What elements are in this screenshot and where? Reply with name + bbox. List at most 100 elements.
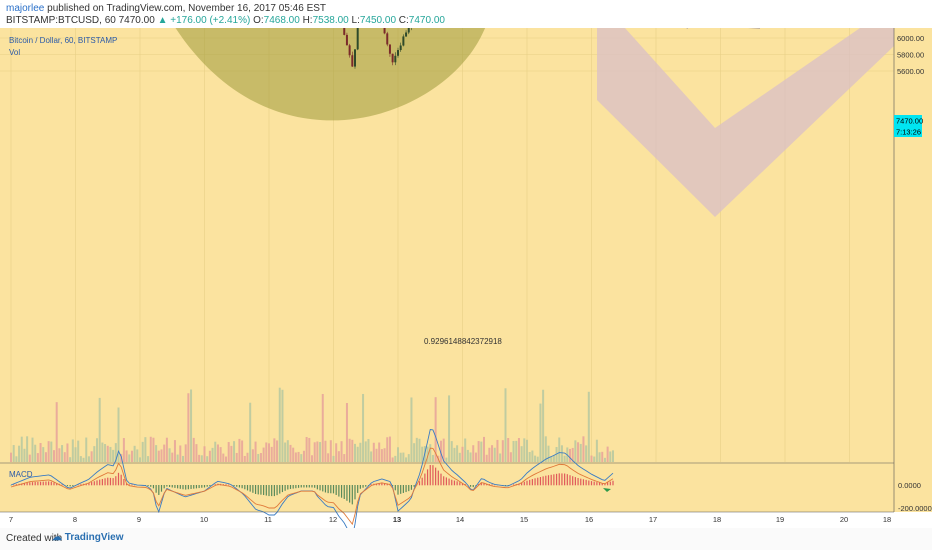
candle-body [402,36,405,46]
macd-histogram-bar [93,481,95,486]
volume-bar [61,445,64,462]
macd-histogram-bar [53,482,55,486]
macd-histogram-bar [91,482,93,486]
macd-histogram-bar [50,481,52,486]
macd-histogram-bar [147,485,149,487]
volume-bar [34,444,37,462]
macd-histogram-bar [572,476,574,486]
volume-bar [509,452,512,462]
macd-histogram-bar [483,482,485,486]
macd-histogram-bar [185,485,187,490]
volume-bar [58,448,61,462]
volume-bar [160,449,163,462]
volume-bar [281,389,284,462]
macd-histogram-bar [171,485,173,488]
time-tick-label: 18 [713,515,721,524]
volume-bar [547,445,550,462]
volume-bar [337,451,340,462]
macd-histogram-bar [413,485,415,487]
macd-histogram-bar [459,482,461,486]
macd-histogram-bar [338,485,340,497]
macd-histogram-bar [292,485,294,489]
volume-bar [512,440,515,462]
macd-histogram-bar [69,485,71,487]
volume-bar [324,440,327,462]
signal-line [10,447,614,526]
time-tick-label: 19 [776,515,784,524]
fib-label: 0.9296148842372918 [424,337,502,346]
volume-bar [399,452,402,462]
macd-histogram-bar [593,481,595,486]
macd-histogram-bar [349,485,351,503]
volume-bar [251,449,254,462]
time-tick-label: 11 [264,515,272,524]
ohlc-low-key: L: [351,15,360,26]
price-chart[interactable]: 0.0000-200.0000 5600.005800.006000.00620… [0,28,932,528]
macd-histogram-bar [72,485,74,486]
macd-histogram-bar [547,475,550,486]
macd-histogram-bar [206,485,208,487]
volume-bar [348,438,351,462]
macd-histogram-bar [392,485,394,486]
symbol-line: BITSTAMP:BTCUSD, 60 7470.00 ▲ +176.00 (+… [6,15,445,26]
price-axis-background [894,28,932,512]
candle-body [354,49,356,67]
volume-bar [321,393,324,462]
volume-bar [249,402,252,462]
volume-bar [585,445,588,462]
ohlc-low: 7450.00 [359,15,397,26]
macd-histogram-bar [426,469,429,486]
price-change: ▲ +176.00 (+2.41%) [157,15,251,26]
volume-bar [595,439,598,462]
volume-bar [109,446,112,462]
volume-bar [254,441,257,462]
volume-bar [28,454,31,462]
macd-histogram-bar [168,485,171,488]
ohlc-close-key: C: [398,15,409,26]
volume-bar [292,447,295,462]
macd-histogram-bar [542,476,544,486]
macd-histogram-bar [475,485,477,486]
ohlc-high-key: H: [302,15,313,26]
tradingview-logo[interactable]: ☁ TradingView [52,532,124,543]
macd-histogram-bar [246,485,249,491]
candle-body [383,28,386,34]
volume-bar [413,443,416,462]
candle-body [345,34,348,46]
volume-bar [453,447,456,462]
volume-bar [332,455,335,462]
time-tag-box [894,126,922,137]
volume-bar [270,446,273,462]
price-tick-label: 5800.00 [897,51,924,60]
macd-histogram-bar [123,478,125,486]
time-tick-label: 15 [520,515,528,524]
volume-bar [276,440,279,462]
macd-histogram-bar [209,485,211,486]
volume-bar [50,441,53,462]
macd-histogram-bar [107,477,109,486]
macd-histogram-bar [324,485,327,493]
volume-bar [472,445,475,462]
macd-histogram-bar [271,485,273,497]
macd-histogram-bar [249,485,251,492]
volume-bar [246,452,249,462]
volume-bar [526,439,528,462]
volume-bar [493,447,496,462]
time-tag: 7:13:26 [896,128,921,137]
volume-bar [152,437,155,462]
macd-histogram-bar [115,476,117,486]
macd-histogram-bar [394,485,396,491]
volume-bar [284,442,287,462]
author-name[interactable]: majorlee [6,3,45,14]
macd-histogram-bar [472,485,474,488]
symbol[interactable]: BITSTAMP:BTCUSD, 60 [6,15,116,26]
macd-histogram-bar [236,485,238,487]
macd-histogram-bar [330,485,332,494]
volume-bar [536,456,539,462]
volume-bar [480,441,483,462]
macd-histogram-bar [254,485,257,494]
volume-bar [171,452,174,462]
volume-bar [165,437,168,462]
volume-bar [66,443,69,462]
macd-histogram-bar [362,485,364,488]
